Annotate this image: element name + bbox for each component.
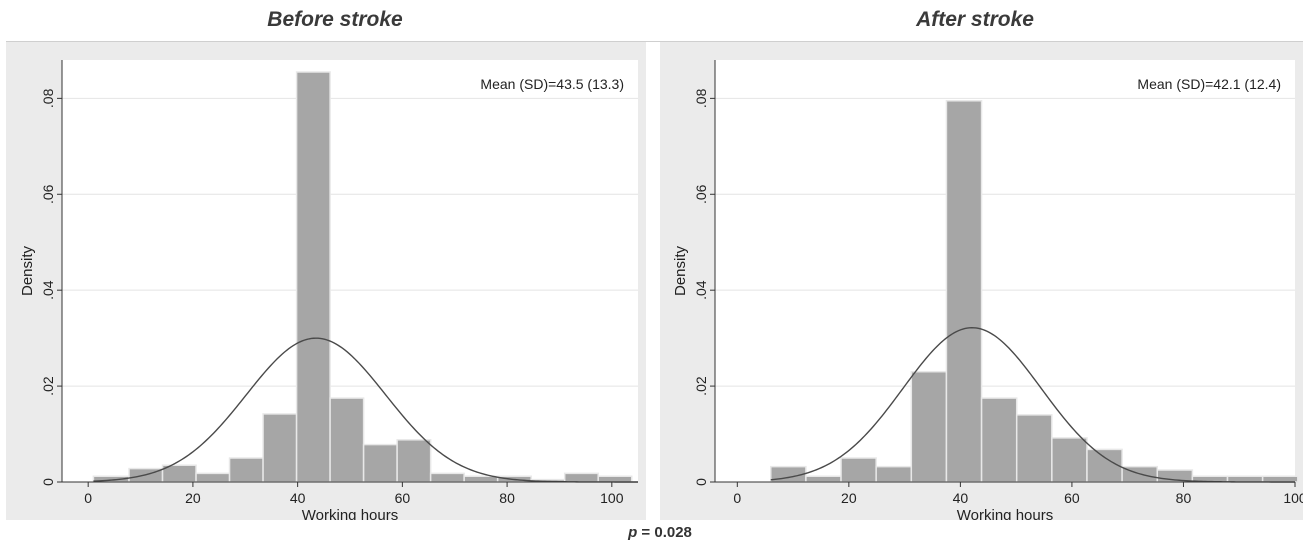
histogram-bar — [1261, 475, 1299, 483]
y-tick-label: .04 — [693, 280, 709, 300]
normal-density-curve — [93, 337, 638, 483]
x-tick-label: 20 — [841, 490, 857, 506]
chart-title-after: After stroke — [916, 8, 1034, 31]
histogram-bar — [262, 413, 298, 483]
histogram-bar — [295, 71, 331, 483]
mean-sd-annotation: Mean (SD)=42.1 (12.4) — [1137, 76, 1281, 92]
header-divider — [6, 41, 1303, 42]
mean-sd-annotation: Mean (SD)=43.5 (13.3) — [480, 76, 624, 92]
histogram-bar — [463, 475, 499, 483]
x-tick-label: 80 — [1176, 490, 1192, 506]
y-tick-label: .08 — [40, 88, 56, 108]
histogram-after-stroke: 0 .02 .04 .06 .08 0 20 40 60 80 100 Working hours De… — [660, 42, 1303, 520]
y-tick-label: .02 — [693, 376, 709, 396]
histogram-bar — [563, 472, 599, 483]
y-tick-label: .08 — [693, 88, 709, 108]
histogram-bar — [840, 457, 877, 483]
x-tick-label: 100 — [600, 490, 624, 506]
histogram-bar — [597, 475, 633, 483]
histogram-bar — [228, 457, 264, 483]
x-axis-label: Working hours — [302, 507, 398, 520]
p-value-label: p = 0.028 — [560, 524, 760, 541]
histogram-bar — [1226, 475, 1264, 483]
x-tick-label: 0 — [84, 490, 92, 506]
x-tick-label: 40 — [290, 490, 306, 506]
histogram-bar — [1051, 437, 1088, 483]
y-tick-label: .06 — [40, 184, 56, 204]
p-symbol: p — [628, 524, 638, 541]
histogram-bar — [195, 472, 231, 483]
histogram-before-stroke: 0 .02 .04 .06 .08 0 20 40 60 80 100 Working hours De… — [6, 42, 646, 520]
y-tick-label: 0 — [693, 478, 709, 486]
histogram-bar — [1015, 414, 1053, 483]
y-axis-label: Density — [19, 245, 36, 296]
chart-title-before: Before stroke — [267, 8, 403, 31]
y-tick-label: .06 — [693, 184, 709, 204]
y-tick-label: .02 — [40, 376, 56, 396]
histogram-bar — [362, 443, 398, 483]
histogram-bar — [1086, 448, 1123, 483]
histogram-bar — [429, 472, 465, 483]
x-tick-label: 60 — [1064, 490, 1080, 506]
histogram-bar — [945, 100, 983, 483]
y-axis-label: Density — [672, 245, 689, 296]
histogram-bar — [329, 397, 365, 483]
histogram-bar — [875, 465, 913, 483]
y-tick-label: 0 — [40, 478, 56, 486]
histogram-bar — [910, 370, 948, 483]
x-axis-label: Working hours — [957, 507, 1053, 520]
x-tick-label: 20 — [185, 490, 201, 506]
x-tick-label: 40 — [953, 490, 969, 506]
histogram-bar — [980, 397, 1018, 483]
y-tick-label: .04 — [40, 280, 56, 300]
p-value-text: = 0.028 — [637, 524, 692, 541]
histogram-bar — [396, 439, 432, 483]
x-tick-label: 60 — [395, 490, 411, 506]
x-tick-label: 80 — [499, 490, 515, 506]
x-tick-label: 0 — [733, 490, 741, 506]
x-tick-label: 100 — [1283, 490, 1303, 506]
histogram-bar — [805, 475, 842, 483]
